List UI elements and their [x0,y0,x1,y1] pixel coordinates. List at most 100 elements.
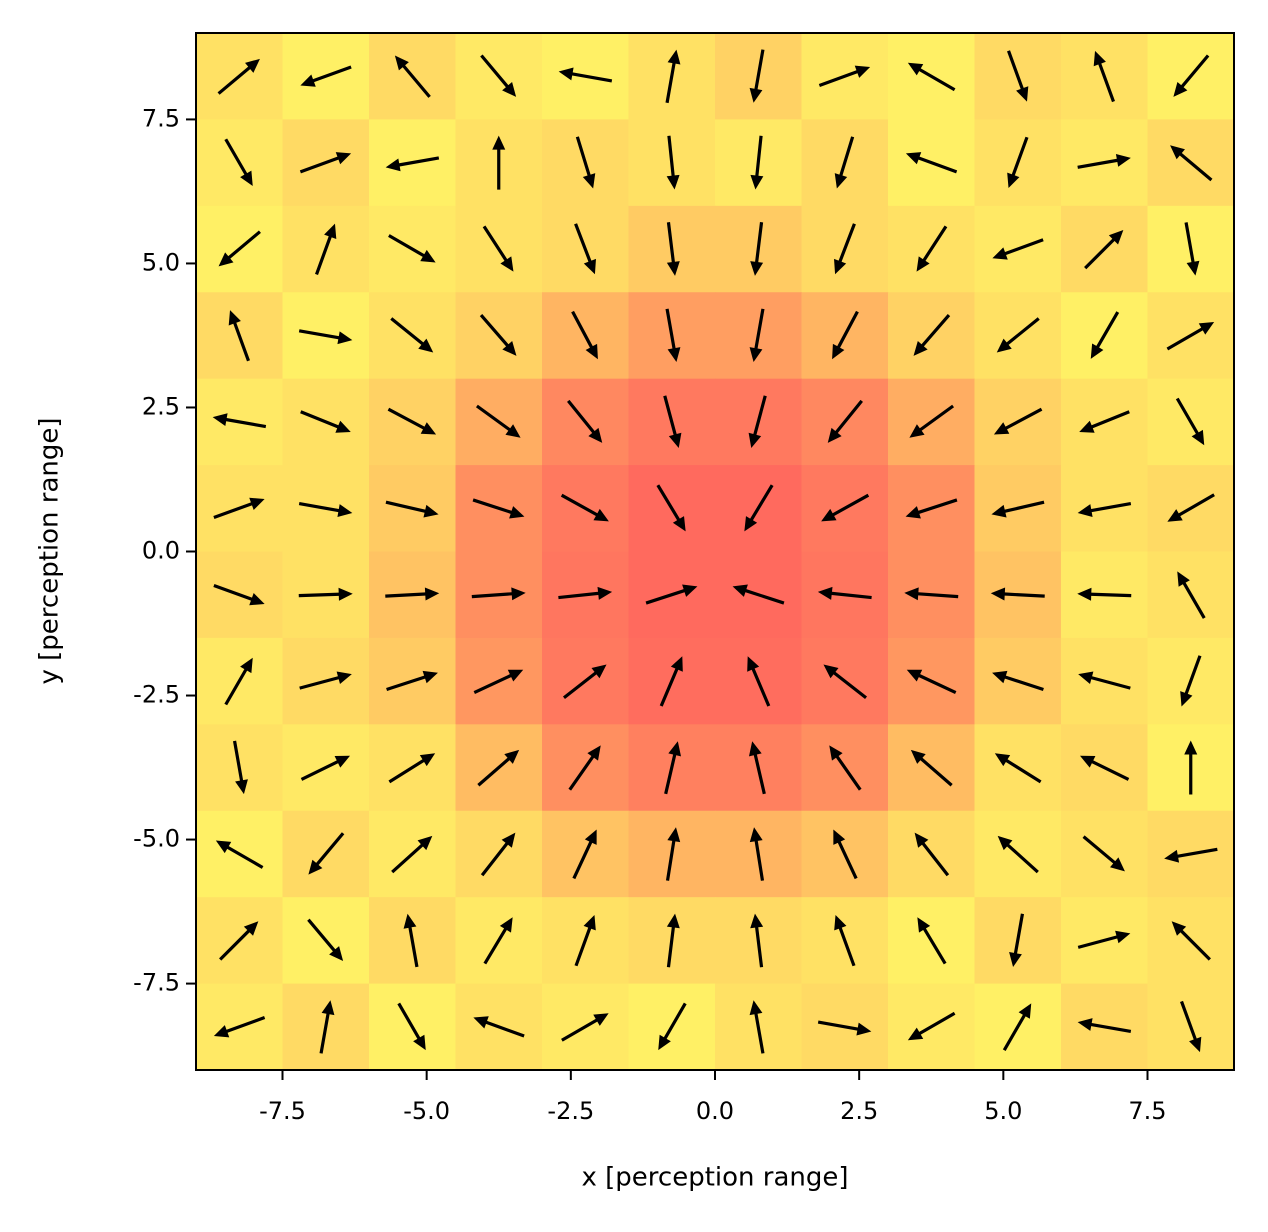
arrow [390,317,434,353]
arrow [298,502,353,517]
arrow [475,404,521,438]
arrow [665,827,681,881]
arrow [215,840,264,869]
arrow [224,657,253,706]
arrow [991,500,1045,518]
arrow [298,587,353,601]
arrow [663,395,682,448]
arrow [1077,930,1131,949]
arrow [307,918,344,962]
arrow [568,745,601,791]
arrow [823,664,868,700]
arrow [732,584,785,605]
arrow [832,310,859,360]
arrow [913,314,951,356]
arrow [914,832,950,877]
arrow [818,65,871,87]
arrow [1177,571,1206,619]
arrow [1077,1018,1132,1034]
arrow [750,913,764,968]
arrow [403,913,419,968]
y-tick-label: 5.0 [142,248,180,276]
arrow [315,223,337,275]
arrow [385,500,439,518]
arrow [749,827,765,881]
arrow [666,135,680,190]
arrow [996,317,1040,353]
arrow [224,138,253,187]
arrow [300,410,351,433]
arrow [905,498,958,519]
x-tick-label: 2.5 [840,1097,878,1125]
arrow [298,329,353,345]
arrow [1093,50,1115,103]
y-tick-label: 0.0 [142,537,180,565]
arrow [907,1011,956,1041]
arrow [483,917,513,965]
arrow [480,832,516,877]
arrow [665,308,681,363]
arrow [1184,222,1200,276]
arrow [666,913,680,968]
arrow [1002,1003,1032,1051]
arrow [994,753,1042,784]
arrow [572,829,597,880]
arrow [385,587,440,601]
x-tick-label: 7.5 [1128,1097,1166,1125]
arrow [749,49,765,103]
arrow [571,310,598,360]
arrow [827,399,863,443]
arrow [817,586,872,600]
arrow [659,656,683,707]
arrow [387,407,437,435]
x-tick-label: 0.0 [696,1097,734,1125]
arrow [1079,410,1130,433]
arrow [664,741,682,795]
arrow [1171,921,1211,961]
arrow [472,498,525,519]
arrow [992,670,1044,691]
arrow [748,741,766,795]
arrow [1166,321,1215,351]
arrow [834,223,856,275]
arrow [567,399,603,443]
arrow [213,497,265,520]
arrow [905,152,958,174]
arrow [299,152,352,174]
arrow [1078,671,1131,690]
x-tick-label: 5.0 [984,1097,1022,1125]
y-tick-label: -5.0 [133,825,180,853]
arrow [990,587,1045,601]
arrow [833,829,858,880]
arrow [1009,913,1025,967]
arrow [558,586,613,600]
arrow [744,484,774,532]
arrow [1079,755,1130,781]
arrow [904,587,959,601]
arrow [907,62,956,92]
arrow [219,921,259,961]
arrow [817,1020,872,1036]
arrow [473,669,524,694]
y-axis-label: y [perception range] [35,417,65,684]
arrow [308,832,345,875]
arrow [561,1013,609,1042]
y-tick-label: 2.5 [142,392,180,420]
arrow [1184,740,1198,795]
arrow [300,65,352,87]
arrow [834,915,856,967]
arrow [656,484,686,532]
arrow [386,670,438,691]
arrow [213,583,265,606]
arrow [917,917,947,965]
arrow [1175,397,1205,446]
arrow [750,222,764,276]
arrow [909,404,955,438]
plot-area [196,33,1235,1071]
arrow [1084,229,1124,270]
arrow [993,407,1043,435]
arrow [1167,493,1215,522]
arrow [1180,1000,1202,1053]
x-tick-label: -2.5 [547,1097,594,1125]
